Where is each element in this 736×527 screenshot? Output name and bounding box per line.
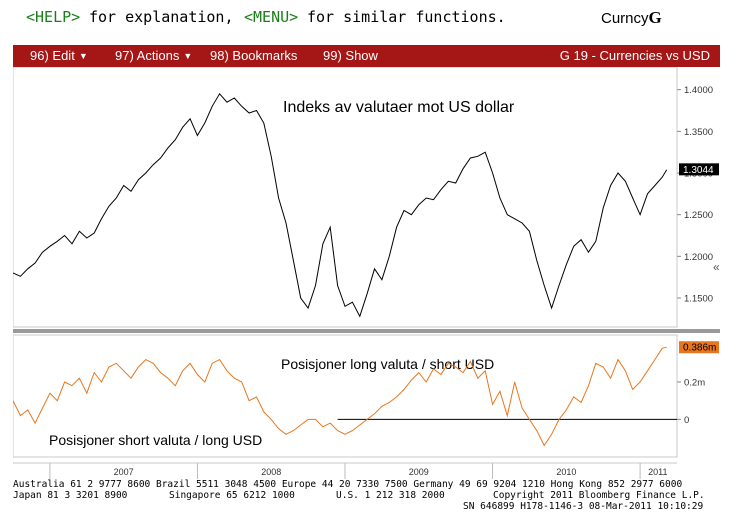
upper-last-value: 1.3044 — [679, 163, 719, 176]
lower-last-value-box — [679, 341, 719, 354]
menu-bar: 96) Edit ▼ 97) Actions ▼ 98) Bookmarks 99)… — [13, 45, 720, 67]
bookmarks-menu[interactable]: 98) Bookmarks — [210, 48, 297, 63]
show-menu-label: 99) Show — [323, 48, 378, 63]
chart-area: Indeks av valutaer mot US dollar 1.4000 1… — [13, 67, 720, 491]
help-text: for explanation, — [89, 8, 234, 26]
edit-menu[interactable]: 96) Edit ▼ — [30, 48, 88, 63]
upper-series-line — [13, 92, 668, 318]
lower-chart-annotation: Posisjoner short valuta / long USD — [49, 432, 262, 448]
x-axis-year-label: 2010 — [556, 467, 576, 477]
bookmarks-menu-label: 98) Bookmarks — [210, 48, 298, 63]
lower-y-tick-label: 0.2m — [684, 377, 705, 388]
footer-contacts-us: U.S. 1 212 318 2000 — [336, 490, 445, 501]
x-axis: 2007 2008 2009 2010 2011 — [13, 462, 677, 479]
upper-last-value-label: 1.3044 — [683, 165, 714, 176]
upper-last-value-box — [679, 163, 719, 176]
actions-menu[interactable]: 97) Actions ▼ — [115, 48, 192, 63]
show-menu[interactable]: 99) Show — [323, 48, 378, 63]
upper-panel: Indeks av valutaer mot US dollar 1.4000 1… — [13, 67, 719, 328]
edit-menu-label: 96) Edit — [30, 48, 75, 63]
upper-panel-frame — [13, 67, 678, 328]
lower-last-value-label: 0.386m — [683, 343, 716, 354]
dropdown-arrow-icon: ▼ — [78, 51, 88, 61]
lower-y-tick-label: 0 — [684, 415, 689, 426]
ticker-label: CurncyG — [601, 8, 662, 28]
lower-y-axis: 0.2m 0 — [677, 377, 705, 426]
footer-session-info: SN 646899 H178-1146-3 08-Mar-2011 10:10:… — [463, 501, 704, 512]
chart-svg: Indeks av valutaer mot US dollar 1.4000 1… — [13, 67, 720, 479]
x-axis-year-label: 2009 — [409, 467, 429, 477]
footer-copyright: Copyright 2011 Bloomberg Finance L.P. — [493, 490, 705, 501]
x-axis-year-label: 2008 — [261, 467, 281, 477]
panel-divider — [13, 329, 720, 333]
lower-series-line — [13, 346, 667, 447]
help-line: <HELP> for explanation, <MENU> for simil… — [0, 0, 736, 34]
lower-last-value: 0.386m — [679, 341, 719, 354]
x-axis-year-label: 2011 — [648, 467, 667, 477]
upper-y-tick-label: 1.1500 — [684, 294, 713, 305]
menu-text: for similar functions. — [307, 8, 506, 26]
lower-panel: Posisjoner long valuta / short USD Posis… — [13, 334, 719, 458]
dropdown-arrow-icon: ▼ — [183, 51, 193, 61]
footer-contacts-line1: Australia 61 2 9777 8600 Brazil 5511 304… — [13, 479, 683, 490]
menu-key-link[interactable]: <MENU> — [244, 8, 299, 26]
upper-y-tick-label: 1.2000 — [684, 252, 713, 263]
footer-contacts-singapore: Singapore 65 6212 1000 — [169, 490, 295, 501]
upper-y-tick-label: 1.4000 — [684, 85, 713, 96]
lower-panel-frame — [13, 334, 678, 458]
upper-y-tick-label: 1.2500 — [684, 210, 713, 221]
footer-contacts-japan: Japan 81 3 3201 8900 — [13, 490, 128, 501]
upper-y-tick-label: 1.3500 — [684, 127, 713, 138]
help-key-link[interactable]: <HELP> — [26, 8, 81, 26]
ticker-prefix: Curncy — [601, 10, 649, 27]
actions-menu-label: 97) Actions — [115, 48, 180, 63]
function-title: G 19 - Currencies vs USD — [559, 48, 710, 63]
chart-background — [13, 67, 720, 479]
collapse-panel-icon[interactable]: « — [713, 260, 720, 274]
lower-chart-title: Posisjoner long valuta / short USD — [281, 356, 494, 372]
bloomberg-logo: G — [648, 8, 662, 27]
x-axis-year-label: 2007 — [114, 467, 134, 477]
upper-chart-title: Indeks av valutaer mot US dollar — [283, 99, 515, 116]
